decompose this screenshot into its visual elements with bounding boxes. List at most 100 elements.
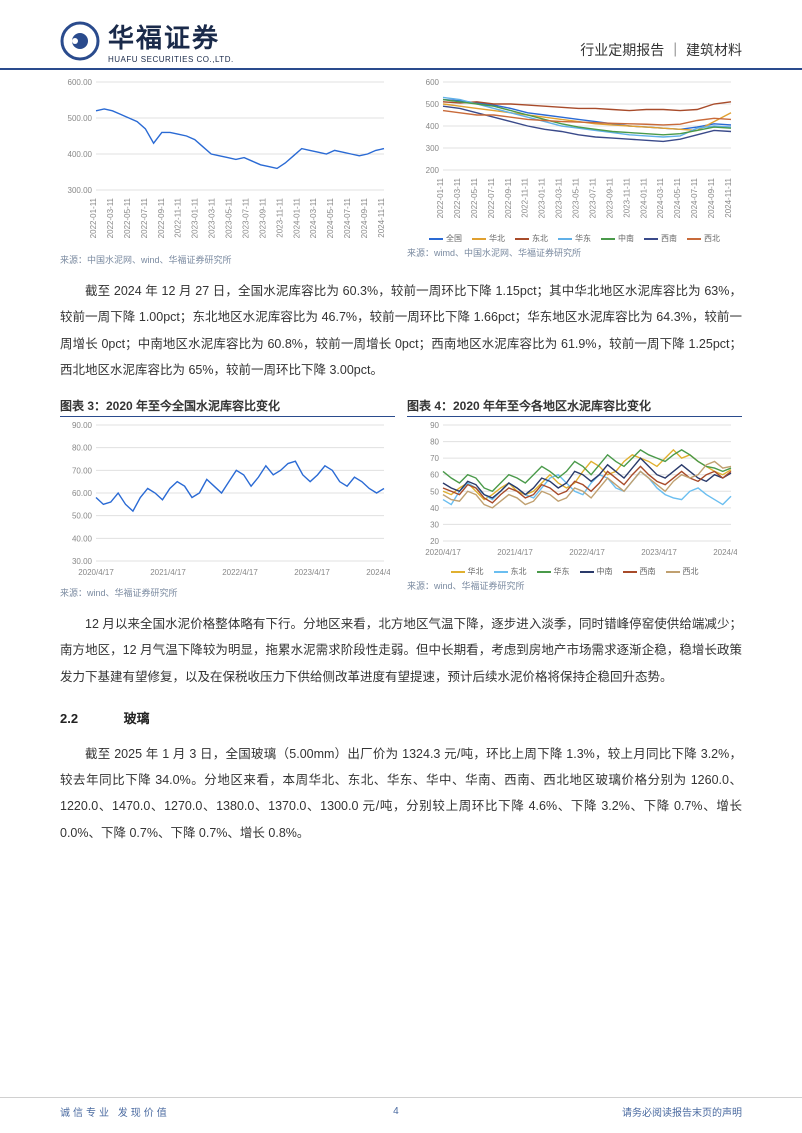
svg-text:2024-09-11: 2024-09-11	[707, 177, 716, 218]
svg-text:2022/4/17: 2022/4/17	[569, 548, 605, 557]
chart4-title: 图表 4：2020 年年至今各地区水泥库容比变化	[407, 395, 742, 417]
svg-text:2022/4/17: 2022/4/17	[222, 568, 258, 577]
svg-text:2024-05-11: 2024-05-11	[673, 177, 682, 218]
svg-text:500.00: 500.00	[68, 114, 93, 123]
svg-text:2022-11-11: 2022-11-11	[174, 197, 183, 237]
svg-text:400: 400	[426, 122, 440, 131]
chart4: 20 30 40 50 60 70 80 90 2020/4/17 2021/4/17 2022/4…	[407, 419, 742, 577]
svg-text:2022-03-11: 2022-03-11	[453, 177, 462, 218]
brand-name-cn: 华福证券	[108, 18, 234, 55]
svg-text:60.00: 60.00	[72, 489, 93, 498]
svg-text:2024-05-11: 2024-05-11	[326, 197, 335, 238]
paragraph-2: 12 月以来全国水泥价格整体略有下行。分地区来看，北方地区气温下降，逐步进入淡季…	[60, 601, 742, 702]
chart1-source: 来源：中国水泥网、wind、华福证券研究所	[60, 251, 395, 266]
svg-text:2022-11-11: 2022-11-11	[521, 177, 530, 217]
svg-text:2024-11-11: 2024-11-11	[724, 177, 733, 217]
chart1: 300.00400.00500.00600.002022-01-112022-0…	[60, 76, 395, 251]
chart3-cell: 图表 3：2020 年至今全国水泥库容比变化 30.0040.0050.0060…	[60, 395, 395, 599]
chart3-title: 图表 3：2020 年至今全国水泥库容比变化	[60, 395, 395, 417]
svg-text:2022-09-11: 2022-09-11	[504, 177, 513, 218]
chart4-cell: 图表 4：2020 年年至今各地区水泥库容比变化 20 30 40 50 60 70 80 9…	[407, 395, 742, 599]
svg-text:30: 30	[430, 520, 439, 529]
svg-text:2024-07-11: 2024-07-11	[343, 197, 352, 238]
svg-text:60: 60	[430, 471, 439, 480]
brand-name-en: HUAFU SECURITIES CO.,LTD.	[108, 55, 234, 64]
chart3-source: 来源：wind、华福证券研究所	[60, 584, 395, 599]
svg-text:90: 90	[430, 421, 439, 430]
chart3-svg: 30.0040.0050.0060.0070.0080.0090.002020/…	[60, 419, 390, 579]
svg-text:2023-01-11: 2023-01-11	[538, 177, 547, 218]
svg-text:300: 300	[426, 144, 440, 153]
svg-text:2020/4/17: 2020/4/17	[78, 568, 114, 577]
svg-text:2022-07-11: 2022-07-11	[140, 197, 149, 238]
svg-text:2023-03-11: 2023-03-11	[555, 177, 564, 218]
section-2-2-num: 2.2	[60, 711, 120, 726]
svg-text:2023-03-11: 2023-03-11	[208, 197, 217, 238]
chart1-svg: 300.00400.00500.00600.002022-01-112022-0…	[60, 76, 390, 246]
svg-text:200: 200	[426, 166, 440, 175]
paragraph-3: 截至 2025 年 1 月 3 日，全国玻璃（5.00mm）出厂价为 1324.…	[60, 731, 742, 858]
svg-text:2024/4/17: 2024/4/17	[366, 568, 390, 577]
doc-sep: ｜	[668, 42, 682, 58]
svg-text:50.00: 50.00	[72, 512, 93, 521]
brand-logo-icon	[60, 21, 100, 61]
chart-row-2: 图表 3：2020 年至今全国水泥库容比变化 30.0040.0050.0060…	[60, 395, 742, 599]
svg-text:2024-01-11: 2024-01-11	[292, 197, 301, 238]
chart4-source: 来源：wind、华福证券研究所	[407, 577, 742, 592]
svg-text:80.00: 80.00	[72, 444, 93, 453]
svg-text:30.00: 30.00	[72, 557, 93, 566]
svg-text:2021/4/17: 2021/4/17	[150, 568, 186, 577]
svg-text:2022-09-11: 2022-09-11	[157, 197, 166, 238]
chart2-svg: 200 300 400 500 600 2022-01-11 2022-03-11 2022-…	[407, 76, 737, 226]
chart4-legend: 华北东北华东中南西南西北	[407, 564, 742, 577]
footer-page-number: 4	[393, 1106, 399, 1117]
svg-text:600: 600	[426, 78, 440, 87]
svg-text:2024/4/17: 2024/4/17	[713, 548, 737, 557]
chart2-source: 来源：wimd、中国水泥网、华福证券研究所	[407, 244, 742, 259]
doc-type: 行业定期报告	[580, 42, 664, 58]
chart1-cell: 300.00400.00500.00600.002022-01-112022-0…	[60, 76, 395, 266]
svg-text:2021/4/17: 2021/4/17	[497, 548, 533, 557]
svg-text:70: 70	[430, 454, 439, 463]
svg-text:50: 50	[430, 487, 439, 496]
svg-text:2023-11-11: 2023-11-11	[275, 197, 284, 237]
chart2-cell: 200 300 400 500 600 2022-01-11 2022-03-11 2022-…	[407, 76, 742, 266]
section-2-2-name: 玻璃	[124, 711, 150, 726]
svg-text:2022-05-11: 2022-05-11	[123, 197, 132, 238]
chart2: 200 300 400 500 600 2022-01-11 2022-03-11 2022-…	[407, 76, 742, 244]
svg-text:2022-01-11: 2022-01-11	[436, 177, 445, 218]
footer-left: 诚信专业 发现价值	[60, 1104, 170, 1119]
svg-text:2023-05-11: 2023-05-11	[572, 177, 581, 218]
doc-meta: 行业定期报告 ｜ 建筑材料	[580, 40, 742, 64]
svg-text:80: 80	[430, 438, 439, 447]
svg-text:2023/4/17: 2023/4/17	[294, 568, 330, 577]
svg-text:70.00: 70.00	[72, 466, 93, 475]
svg-text:500: 500	[426, 100, 440, 109]
svg-text:20: 20	[430, 537, 439, 546]
page-header: 华福证券 HUAFU SECURITIES CO.,LTD. 行业定期报告 ｜ …	[0, 0, 802, 70]
svg-text:2023/4/17: 2023/4/17	[641, 548, 677, 557]
svg-text:2022-01-11: 2022-01-11	[89, 197, 98, 238]
paragraph-1: 截至 2024 年 12 月 27 日，全国水泥库容比为 60.3%，较前一周环…	[60, 268, 742, 395]
svg-text:2024-03-11: 2024-03-11	[656, 177, 665, 218]
svg-text:2023-09-11: 2023-09-11	[258, 197, 267, 238]
doc-sector: 建筑材料	[686, 42, 742, 58]
svg-text:2023-09-11: 2023-09-11	[605, 177, 614, 218]
chart-row-1: 300.00400.00500.00600.002022-01-112022-0…	[60, 76, 742, 266]
svg-text:2024-07-11: 2024-07-11	[690, 177, 699, 218]
svg-text:40: 40	[430, 504, 439, 513]
svg-text:2023-01-11: 2023-01-11	[191, 197, 200, 238]
brand-logo-block: 华福证券 HUAFU SECURITIES CO.,LTD.	[60, 18, 234, 64]
chart3: 30.0040.0050.0060.0070.0080.0090.002020/…	[60, 419, 395, 584]
page-content: 300.00400.00500.00600.002022-01-112022-0…	[0, 76, 802, 1097]
svg-text:2020/4/17: 2020/4/17	[425, 548, 461, 557]
svg-text:2024-01-11: 2024-01-11	[639, 177, 648, 218]
svg-text:2023-05-11: 2023-05-11	[225, 197, 234, 238]
footer-right: 请务必阅读报告末页的声明	[622, 1104, 742, 1119]
chart4-svg: 20 30 40 50 60 70 80 90 2020/4/17 2021/4/17 2022/4…	[407, 419, 737, 559]
chart2-legend: 全国华北东北华东中南西南西北	[407, 231, 742, 244]
svg-text:2022-07-11: 2022-07-11	[487, 177, 496, 218]
svg-text:2022-05-11: 2022-05-11	[470, 177, 479, 218]
page-footer: 诚信专业 发现价值 4 请务必阅读报告末页的声明	[0, 1097, 802, 1133]
svg-text:90.00: 90.00	[72, 421, 93, 430]
